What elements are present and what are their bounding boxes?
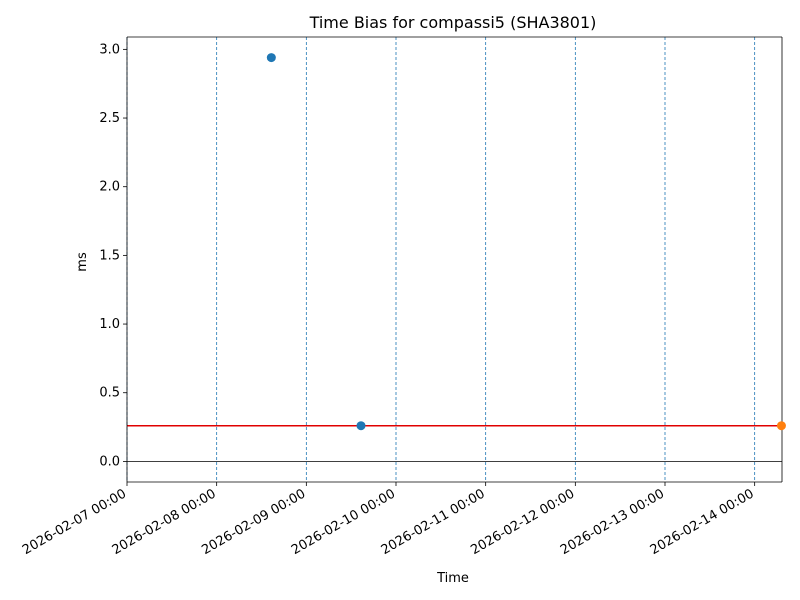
y-tick-label-1: 0.5 [99,386,120,401]
data-point-s0-1 [356,421,366,431]
x-axis-title: Time [436,571,469,586]
y-tick-label-6: 3.0 [99,42,120,57]
y-tick-label-3: 1.5 [99,248,120,263]
y-tick-label-0: 0.0 [99,454,120,469]
y-tick-label-4: 2.0 [99,180,120,195]
chart-title: Time Bias for compassi5 (SHA3801) [309,13,597,32]
y-tick-label-5: 2.5 [99,111,120,126]
y-tick-label-2: 1.0 [99,317,120,332]
data-point-s1-0 [776,421,786,431]
data-point-s0-0 [266,53,276,63]
y-axis-title: ms [75,252,90,272]
